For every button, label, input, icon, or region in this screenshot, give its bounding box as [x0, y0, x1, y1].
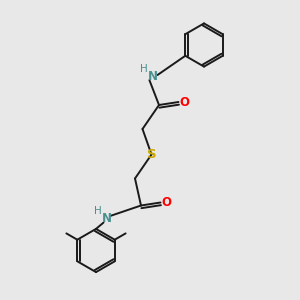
Text: H: H: [140, 64, 148, 74]
Text: S: S: [147, 148, 156, 161]
Text: N: N: [101, 212, 112, 226]
Text: O: O: [179, 95, 190, 109]
Text: O: O: [161, 196, 172, 209]
Text: H: H: [94, 206, 101, 217]
Text: N: N: [148, 70, 158, 83]
